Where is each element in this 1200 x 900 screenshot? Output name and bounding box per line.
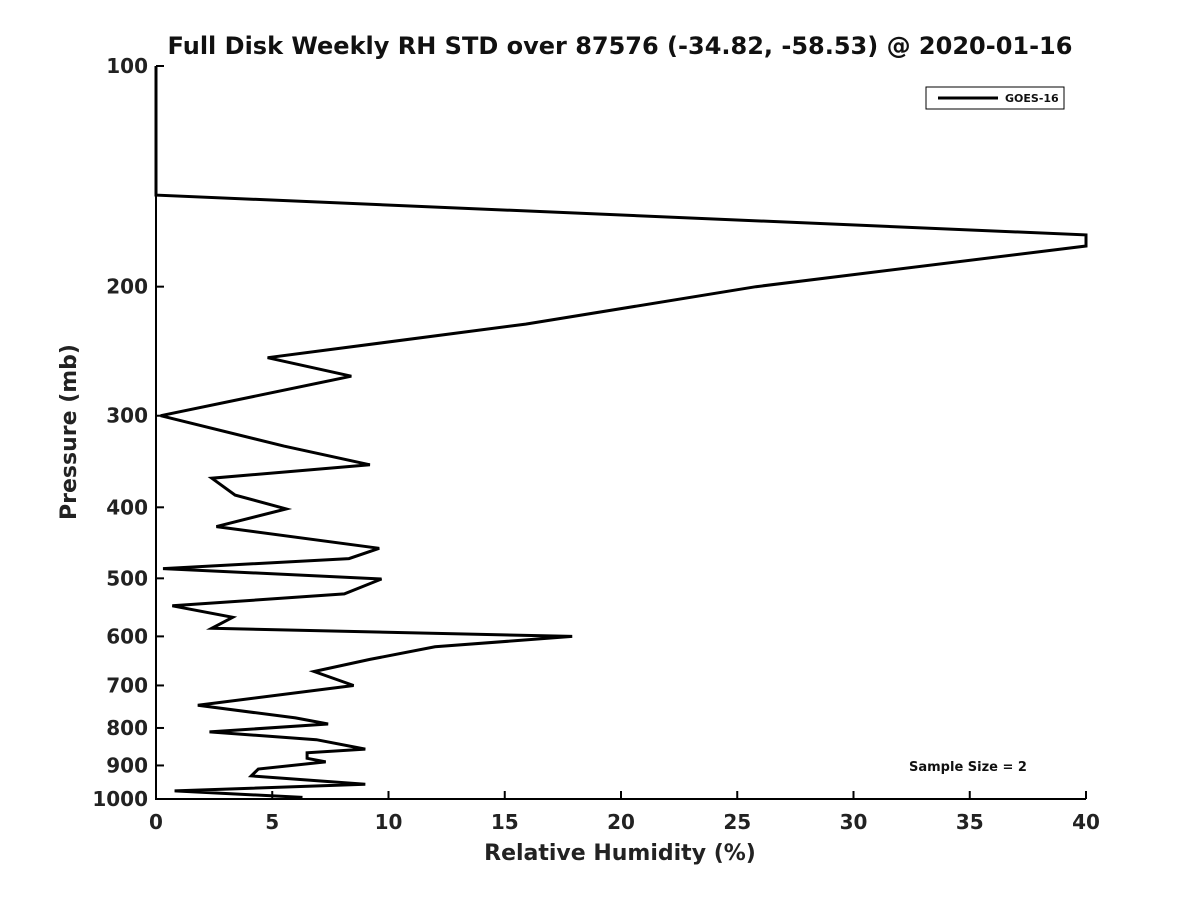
series-line-goes16: [154, 66, 1088, 799]
x-tick-label: 5: [265, 810, 279, 834]
y-tick-label: 100: [106, 54, 148, 78]
y-tick-label: 600: [106, 624, 148, 648]
x-ticks: 0 5 10 15 20 25 30 35 40: [149, 791, 1100, 834]
x-tick-label: 25: [723, 810, 751, 834]
legend-label: GOES-16: [1005, 92, 1059, 105]
axes: [155, 66, 1086, 800]
y-tick-label: 800: [106, 716, 148, 740]
x-tick-label: 35: [956, 810, 984, 834]
y-tick-label: 200: [106, 275, 148, 299]
y-axis-label: Pressure (mb): [57, 344, 82, 520]
x-tick-label: 0: [149, 810, 163, 834]
chart-title: Full Disk Weekly RH STD over 87576 (-34.…: [168, 32, 1073, 60]
y-tick-label: 700: [106, 673, 148, 697]
y-tick-label: 300: [106, 404, 148, 428]
x-tick-label: 15: [491, 810, 519, 834]
x-tick-label: 30: [840, 810, 868, 834]
y-tick-label: 400: [106, 495, 148, 519]
y-tick-label: 1000: [92, 787, 148, 811]
legend: GOES-16: [925, 86, 1065, 110]
y-tick-label: 500: [106, 566, 148, 590]
x-tick-label: 20: [607, 810, 635, 834]
x-axis-label: Relative Humidity (%): [484, 841, 756, 866]
y-ticks: 100 200 300 400 500 600 700 800 900 1000: [92, 54, 164, 811]
sample-size-annotation: Sample Size = 2: [909, 760, 1027, 775]
x-tick-label: 40: [1072, 810, 1100, 834]
x-tick-label: 10: [375, 810, 403, 834]
y-tick-label: 900: [106, 753, 148, 777]
